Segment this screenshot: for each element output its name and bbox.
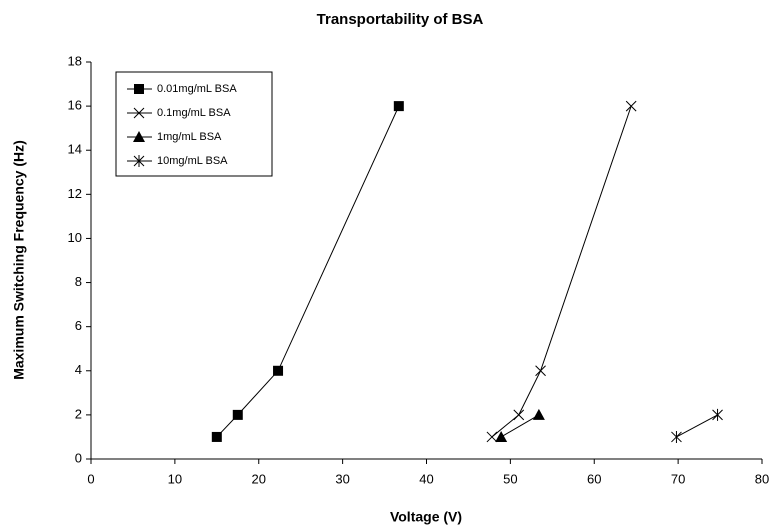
series-line <box>500 414 540 438</box>
x-tick-label: 80 <box>755 471 769 486</box>
marker <box>712 408 723 421</box>
x-tick-label: 10 <box>168 471 182 486</box>
legend-label: 0.01mg/mL BSA <box>157 83 237 95</box>
marker <box>532 408 545 420</box>
series-line <box>491 105 632 438</box>
series-line <box>676 414 718 438</box>
x-tick-label: 40 <box>419 471 433 486</box>
marker <box>273 365 284 376</box>
marker <box>535 365 546 377</box>
y-tick-label: 6 <box>75 318 82 333</box>
marker <box>671 430 682 443</box>
chart-title: Transportability of BSA <box>317 11 484 28</box>
y-tick-label: 18 <box>68 53 82 68</box>
y-axis-title: Maximum Switching Frequency (Hz) <box>11 140 27 380</box>
x-tick-label: 30 <box>335 471 349 486</box>
y-tick-label: 8 <box>75 274 82 289</box>
x-tick-label: 0 <box>87 471 94 486</box>
x-tick-label: 70 <box>671 471 685 486</box>
marker <box>625 100 637 112</box>
x-tick-label: 60 <box>587 471 601 486</box>
x-axis-title: Voltage (V) <box>390 509 462 525</box>
legend-marker <box>133 131 145 142</box>
marker <box>393 101 404 112</box>
x-tick-label: 20 <box>252 471 266 486</box>
marker <box>211 431 222 442</box>
marker <box>513 409 525 421</box>
marker <box>495 430 508 442</box>
legend-label: 10mg/mL BSA <box>157 155 228 167</box>
y-tick-label: 10 <box>68 230 82 245</box>
legend-marker <box>134 84 144 94</box>
y-tick-label: 2 <box>75 406 82 421</box>
legend-marker <box>133 107 145 119</box>
x-tick-label: 50 <box>503 471 517 486</box>
series-line <box>216 105 400 438</box>
y-tick-label: 14 <box>68 142 82 157</box>
y-tick-label: 16 <box>68 98 82 113</box>
legend-marker <box>133 155 145 167</box>
marker <box>486 431 498 443</box>
legend-label: 1mg/mL BSA <box>157 131 222 143</box>
y-tick-label: 4 <box>75 362 82 377</box>
legend-label: 0.1mg/mL BSA <box>157 107 231 119</box>
y-tick-label: 12 <box>68 186 82 201</box>
marker <box>232 409 243 420</box>
y-tick-label: 0 <box>75 450 82 465</box>
